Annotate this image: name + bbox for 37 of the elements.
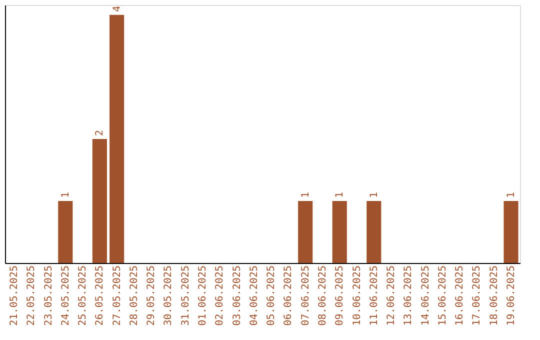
x-tick-label: 28.05.2025	[128, 266, 140, 326]
data-label: 1	[334, 192, 346, 198]
x-tick-label: 05.06.2025	[266, 266, 278, 326]
x-tick-label: 22.05.2025	[26, 266, 38, 326]
x-tick-label: 19.06.2025	[506, 266, 518, 326]
x-tick-label: 13.06.2025	[403, 266, 414, 326]
data-label: 1	[368, 192, 380, 198]
x-tick-label: 27.05.2025	[112, 266, 123, 326]
x-tick-label: 18.06.2025	[488, 266, 500, 326]
x-tick-label: 07.06.2025	[300, 266, 312, 326]
data-label: 1	[60, 192, 72, 198]
data-label: 1	[506, 192, 518, 198]
x-tick-label: 03.06.2025	[232, 266, 243, 326]
x-tick-label: 26.05.2025	[94, 266, 106, 326]
x-tick-label: 31.05.2025	[180, 266, 192, 326]
x-tick-label: 09.06.2025	[334, 266, 346, 326]
x-tick-label: 10.06.2025	[352, 266, 363, 326]
x-tick-label: 16.06.2025	[454, 266, 466, 326]
x-tick-label: 01.06.2025	[198, 266, 209, 326]
x-tick-label: 23.05.2025	[43, 266, 54, 326]
data-label: 1	[300, 192, 312, 198]
x-tick-label: 15.06.2025	[437, 266, 448, 326]
x-tick-label: 17.06.2025	[472, 266, 483, 326]
x-tick-label: 11.06.2025	[368, 266, 380, 326]
data-label: 4	[112, 6, 123, 12]
x-tick-label: 04.06.2025	[248, 266, 260, 326]
x-tick-label: 29.05.2025	[146, 266, 158, 326]
x-tick-label: 02.06.2025	[214, 266, 226, 326]
x-tick-label: 08.06.2025	[317, 266, 328, 326]
x-tick-label: 12.06.2025	[386, 266, 398, 326]
x-tick-label: 24.05.2025	[60, 266, 72, 326]
x-tick-label: 25.05.2025	[78, 266, 89, 326]
x-tick-label: 06.06.2025	[283, 266, 294, 326]
x-tick-label: 21.05.2025	[9, 266, 20, 326]
x-tick-label: 30.05.2025	[163, 266, 174, 326]
data-label: 2	[94, 130, 106, 136]
x-tick-label: 14.06.2025	[420, 266, 432, 326]
